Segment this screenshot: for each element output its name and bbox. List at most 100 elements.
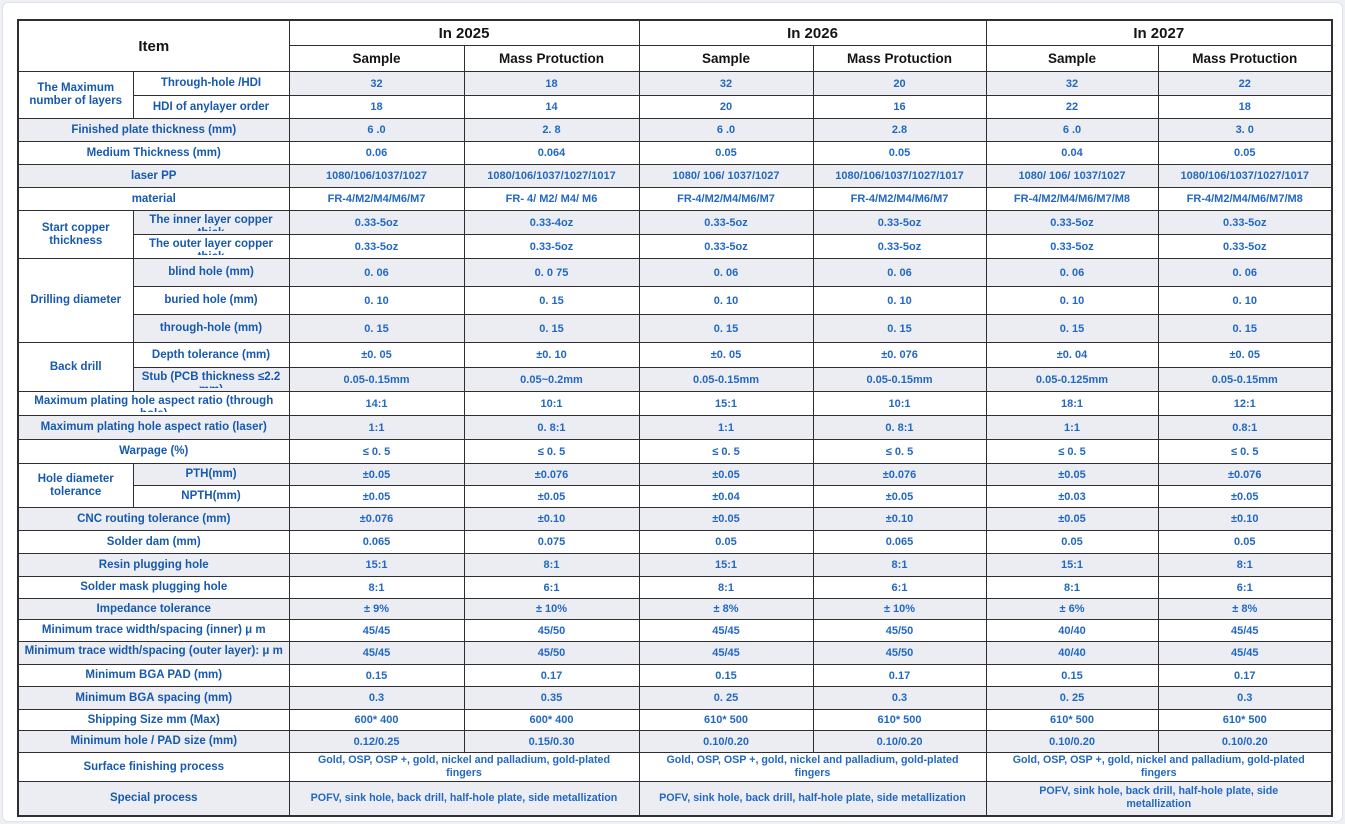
row-label-cell: CNC routing tolerance (mm) [17,507,290,531]
subheader-sample-2025: Sample [288,45,465,72]
value-cell: 8:1 [288,576,465,599]
value-cell: ±0.05 [812,485,987,508]
row-label-cell: Maximum plating hole aspect ratio (throu… [17,391,290,416]
value-cell: 0.33-5oz [288,210,465,235]
value-cell: 0. 06 [288,258,465,287]
value-cell: 18 [463,71,640,96]
subheader-mass-2026: Mass Protuction [812,45,987,72]
value-cell: 0.05 [638,530,814,554]
value-cell: Gold, OSP, OSP +, gold, nickel and palla… [288,752,640,782]
value-cell: 18:1 [985,391,1159,416]
value-cell: 45/45 [288,619,465,642]
value-cell: 600* 400 [463,709,640,731]
value-cell: ±0.076 [812,463,987,486]
year-header-2026: In 2026 [638,19,987,46]
subheader-sample-2026: Sample [638,45,814,72]
value-cell: 0.05-0.15mm [288,367,465,392]
value-cell: 0. 15 [463,314,640,343]
value-cell: 0.33-5oz [463,234,640,259]
table-row: The Maximum number of layers Through-hole… [17,71,1333,119]
value-cell: 0.064 [463,141,640,165]
value-cell: FR- 4/ M2/ M4/ M6 [463,187,640,211]
value-cell: ± 6% [985,598,1159,620]
value-cell: 0.17 [1157,664,1333,687]
value-cell: 45/45 [1157,619,1333,642]
row-label-cell: Solder dam (mm) [17,530,290,554]
value-cell: POFV, sink hole, back drill, half-hole p… [288,781,640,816]
value-cell: 0.3 [1157,686,1333,710]
row-label-cell: Minimum BGA spacing (mm) [17,686,290,710]
row-label-cell: material [17,187,290,211]
value-cell: 1:1 [288,415,465,440]
table-row: Drilling diameter blind hole (mm) 0. 06 0. … [17,258,1333,343]
value-cell: ±0. 10 [463,342,640,368]
table-row: Solder dam (mm) 0.065 0.075 0.05 0.065 0.05 0.… [17,530,1333,554]
row-label-cell: through-hole (mm) [132,314,290,343]
value-cell: 0. 15 [1157,314,1333,343]
value-cell: 0.15 [288,664,465,687]
table-row: Resin plugging hole 15:1 8:1 15:1 8:1 15:1 8:1 [17,553,1333,577]
group-label-cell: Start copper thickness [17,210,134,259]
row-label-cell: Resin plugging hole [17,553,290,577]
table-row: Minimum BGA spacing (mm) 0.3 0.35 0. 25 0.3 0… [17,686,1333,710]
table-row: Minimum hole / PAD size (mm) 0.12/0.25 0.1… [17,730,1333,753]
value-cell: 32 [985,71,1159,96]
row-label-cell: Minimum BGA PAD (mm) [17,664,290,687]
table-row: material FR-4/M2/M4/M6/M7 FR- 4/ M2/ M4/ M… [17,187,1333,211]
row-label-cell: Minimum trace width/spacing (inner) μ m [17,619,290,642]
value-cell: 0. 15 [985,314,1159,343]
value-cell: 0.33-5oz [1157,234,1333,259]
table-row: Impedance tolerance ± 9% ± 10% ± 8% ± 10% ± 6… [17,598,1333,620]
row-label-clipped-text: The outer layer copper thick [149,238,273,255]
value-cell: 40/40 [985,641,1159,665]
row-label-cell: Through-hole /HDI [132,71,290,96]
table-body: The Maximum number of layers Through-hole… [17,71,1333,816]
value-cell: 45/50 [463,619,640,642]
value-cell: ≤ 0. 5 [1157,439,1333,464]
value-cell: 0.05-0.15mm [638,367,814,392]
row-label-cell: PTH(mm) [132,463,290,486]
value-cell: ±0.05 [638,463,814,486]
value-cell: 0.05 [985,530,1159,554]
value-cell: 22 [1157,71,1333,96]
value-cell: 0. 15 [463,286,640,315]
value-cell: 0. 8:1 [812,415,987,440]
table-row: Minimum BGA PAD (mm) 0.15 0.17 0.15 0.17 0.15… [17,664,1333,687]
value-cell: FR-4/M2/M4/M6/M7/M8 [985,187,1159,211]
value-cell: 0.35 [463,686,640,710]
table-row: The outer layer copper thick 0.33-5oz 0.33… [18,234,1333,259]
table-row: HDI of anylayer order 18 14 20 16 22 18 [18,95,1333,119]
row-label-cell: Minimum trace width/spacing (outer layer… [17,641,290,665]
value-cell: 0. 15 [638,314,814,343]
value-cell: ±0.04 [638,485,814,508]
value-cell: 0. 06 [812,258,987,287]
value-cell: ± 8% [638,598,814,620]
value-cell: 2. 8 [463,118,640,142]
value-cell: 600* 400 [288,709,465,731]
table-row: NPTH(mm) ±0.05 ±0.05 ±0.04 ±0.05 ±0.03 ±0.05 [18,485,1333,508]
value-cell: 6:1 [1157,576,1333,599]
value-cell: 0. 0 75 [463,258,640,287]
value-cell: 0.10/0.20 [985,730,1159,753]
subheader-mass-2025: Mass Protuction [463,45,640,72]
value-cell: 16 [812,95,987,119]
row-label-cell: Finished plate thickness (mm) [17,118,290,142]
value-cell: ±0. 05 [638,342,814,368]
value-cell: 8:1 [463,553,640,577]
value-cell: 15:1 [638,391,814,416]
value-cell: 15:1 [638,553,814,577]
value-cell: FR-4/M2/M4/M6/M7 [288,187,465,211]
value-cell: 15:1 [288,553,465,577]
value-cell: ±0.10 [1157,507,1333,531]
table-row: Maximum plating hole aspect ratio (laser… [17,415,1333,440]
row-label-cell: Special process [17,781,290,816]
value-cell: 10:1 [463,391,640,416]
row-label-clipped-text: Maximum plating hole aspect ratio (throu… [34,395,274,412]
value-cell: 14 [463,95,640,119]
table-row: laser PP 1080/106/1037/1027 1080/106/1037/… [17,164,1333,188]
value-cell: 1080/ 106/ 1037/1027 [985,164,1159,188]
value-cell: 0. 25 [638,686,814,710]
value-cell: 0.33-5oz [812,234,987,259]
